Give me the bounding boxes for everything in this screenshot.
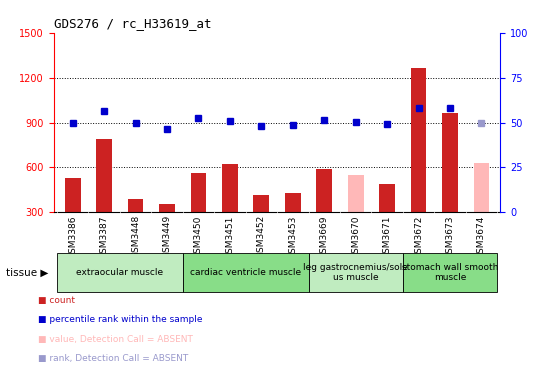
- Text: GDS276 / rc_H33619_at: GDS276 / rc_H33619_at: [54, 17, 211, 30]
- Bar: [159, 204, 175, 212]
- Text: GSM3452: GSM3452: [257, 215, 266, 258]
- FancyBboxPatch shape: [183, 253, 308, 292]
- Text: GSM3386: GSM3386: [68, 215, 77, 259]
- Text: GSM3448: GSM3448: [131, 215, 140, 258]
- Text: GSM3451: GSM3451: [225, 215, 235, 259]
- Text: cardiac ventricle muscle: cardiac ventricle muscle: [190, 268, 301, 277]
- Bar: [253, 195, 269, 212]
- Bar: [442, 113, 458, 212]
- Text: tissue ▶: tissue ▶: [6, 268, 48, 278]
- Bar: [222, 164, 238, 212]
- Bar: [65, 178, 81, 212]
- Text: GSM3453: GSM3453: [288, 215, 298, 259]
- Text: extraocular muscle: extraocular muscle: [76, 268, 164, 277]
- Text: ■ percentile rank within the sample: ■ percentile rank within the sample: [38, 315, 202, 325]
- FancyBboxPatch shape: [403, 253, 497, 292]
- Bar: [316, 169, 332, 212]
- Bar: [379, 184, 395, 212]
- Text: GSM3669: GSM3669: [320, 215, 329, 259]
- Text: ■ value, Detection Call = ABSENT: ■ value, Detection Call = ABSENT: [38, 335, 193, 344]
- Bar: [348, 175, 364, 212]
- Text: GSM3674: GSM3674: [477, 215, 486, 259]
- Bar: [410, 68, 427, 212]
- Bar: [285, 193, 301, 212]
- Text: GSM3387: GSM3387: [100, 215, 109, 259]
- Bar: [190, 173, 206, 212]
- FancyBboxPatch shape: [57, 253, 183, 292]
- Text: GSM3672: GSM3672: [414, 215, 423, 259]
- Bar: [128, 199, 144, 212]
- Text: GSM3450: GSM3450: [194, 215, 203, 259]
- FancyBboxPatch shape: [308, 253, 403, 292]
- Text: ■ count: ■ count: [38, 296, 75, 306]
- Bar: [96, 139, 112, 212]
- Text: ■ rank, Detection Call = ABSENT: ■ rank, Detection Call = ABSENT: [38, 354, 188, 363]
- Text: stomach wall smooth
muscle: stomach wall smooth muscle: [402, 263, 498, 283]
- Text: leg gastrocnemius/sole
us muscle: leg gastrocnemius/sole us muscle: [303, 263, 408, 283]
- Text: GSM3671: GSM3671: [383, 215, 392, 259]
- Bar: [473, 163, 490, 212]
- Text: GSM3673: GSM3673: [445, 215, 455, 259]
- Text: GSM3670: GSM3670: [351, 215, 360, 259]
- Text: GSM3449: GSM3449: [162, 215, 172, 258]
